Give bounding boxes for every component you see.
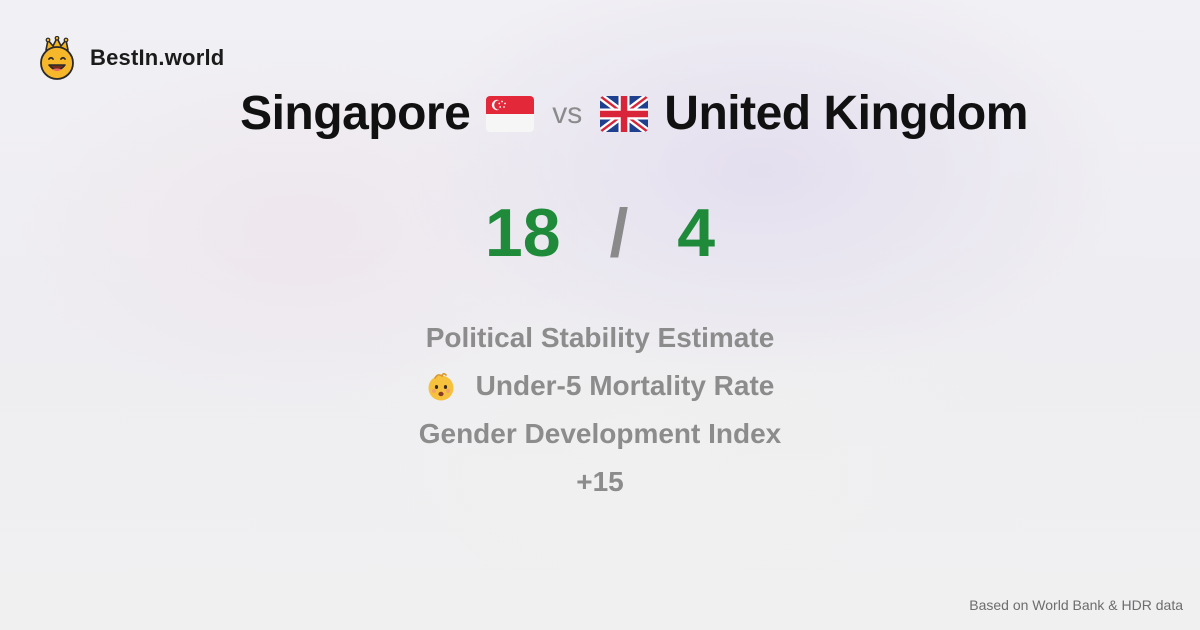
uk-flag-icon <box>600 95 649 132</box>
score-summary: 18 / 4 <box>0 193 1200 273</box>
metric-label: Political Stability Estimate <box>425 322 775 353</box>
country-a-name: Singapore <box>240 87 471 140</box>
baby-face-icon <box>428 372 454 401</box>
comparison-title: Singapore vs <box>0 86 1200 141</box>
vs-label: vs <box>552 96 583 130</box>
metric-label: Under-5 Mortality Rate <box>475 370 775 401</box>
metric-political-stability: Political Stability Estimate <box>0 314 1200 362</box>
more-count-label: +15 <box>576 466 624 497</box>
score-b: 4 <box>677 195 716 271</box>
more-metrics-count: +15 <box>0 458 1200 506</box>
score-separator: / <box>609 195 629 271</box>
data-source-note: Based on World Bank & HDR data <box>969 597 1183 613</box>
metric-gender-development: Gender Development Index <box>0 410 1200 458</box>
brand-name: BestIn.world <box>90 45 225 70</box>
crown-smiley-icon <box>40 36 74 80</box>
brand-logo[interactable]: BestIn.world <box>38 36 224 80</box>
metric-label: Gender Development Index <box>418 418 782 449</box>
singapore-flag-icon <box>486 95 535 132</box>
score-a: 18 <box>484 195 561 271</box>
country-b-name: United Kingdom <box>664 87 1028 140</box>
metrics-list: Political Stability Estimate Under-5 Mor… <box>0 314 1200 506</box>
metric-under5-mortality: Under-5 Mortality Rate <box>0 362 1200 410</box>
